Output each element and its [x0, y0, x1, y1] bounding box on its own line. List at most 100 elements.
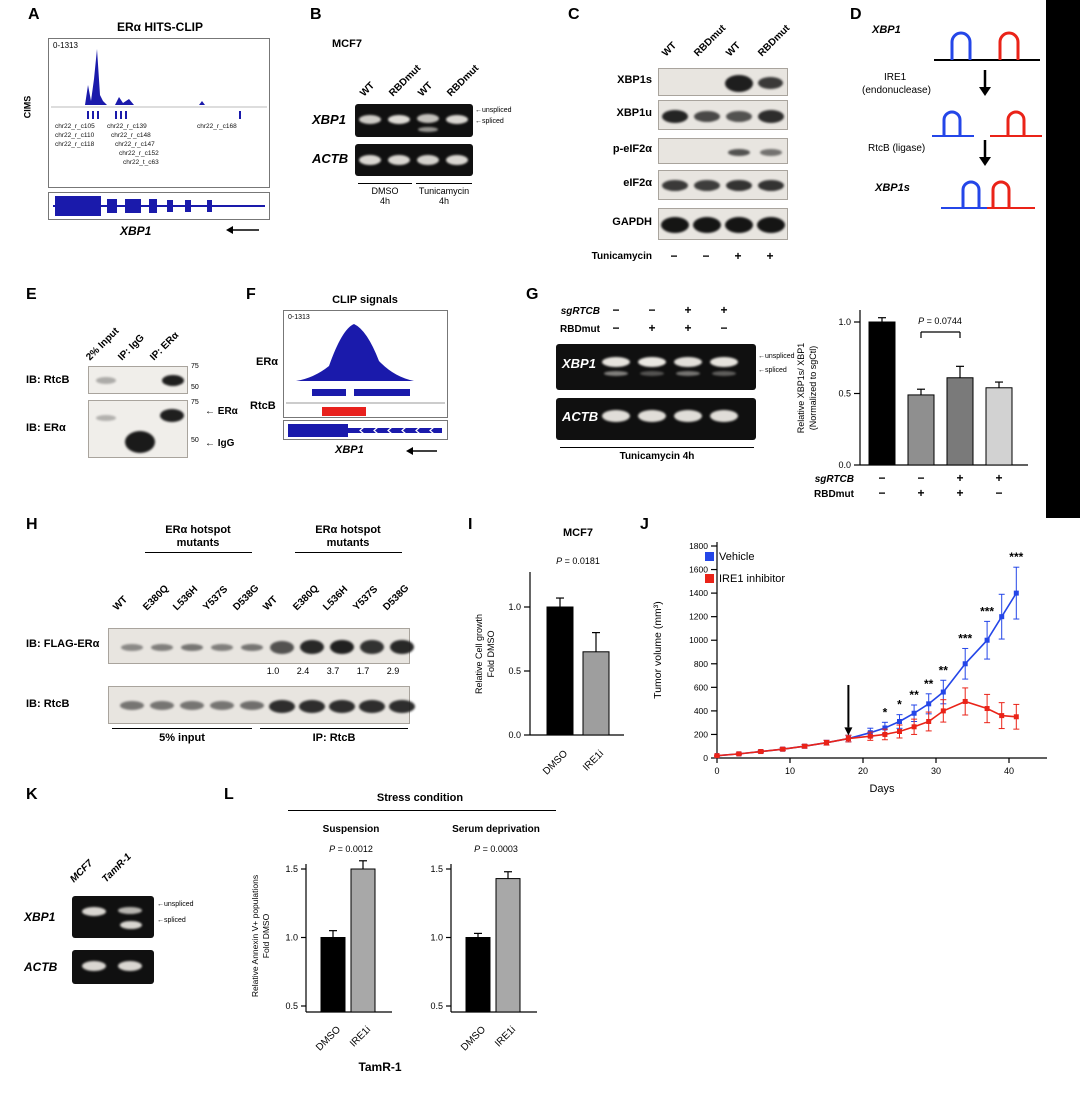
svg-text:P = 0.0003: P = 0.0003 [474, 844, 518, 854]
treatment-label: Tunicamycin [591, 251, 652, 262]
svg-text:1600: 1600 [689, 565, 708, 575]
group-title: mutants [326, 537, 370, 549]
ire1-note: (endonuclease) [862, 85, 931, 96]
spliced-arrow-label: ←spliced [758, 367, 787, 374]
sgrtcb-sign: + [684, 303, 692, 317]
lane-label: IP: IgG [116, 332, 147, 363]
hits-clip-track-box: 0-1313 chr22_r_c105 chr22_r_c110 chr22_r… [48, 38, 270, 188]
gene-model-box [283, 420, 448, 440]
rbdmut-sign: − [612, 321, 620, 335]
lane-label: L536H [321, 583, 351, 613]
svg-text:P = 0.0012: P = 0.0012 [329, 844, 373, 854]
screenshot-black-strip [1046, 0, 1080, 518]
gene-model-box [48, 192, 270, 220]
lane-label: WT [416, 80, 435, 99]
gene-label: XBP1 [120, 224, 152, 238]
panel-j-label: J [640, 516, 649, 533]
xbp1s-blot [658, 68, 788, 96]
eif2a-blot [658, 170, 788, 200]
header-line [288, 810, 556, 811]
actb-gel [556, 398, 756, 440]
svg-text:Relative XBP1s/ XBP1: Relative XBP1s/ XBP1 [796, 343, 806, 434]
clip-peaks-graphic [51, 49, 267, 119]
xbp1-gel [355, 104, 473, 137]
svg-text:IRE1i: IRE1i [348, 1024, 373, 1049]
lane-label: Y537S [351, 583, 381, 613]
era-band-arrow: ← ERα [205, 406, 238, 417]
svg-text:Vehicle: Vehicle [719, 551, 754, 563]
svg-text:+: + [956, 471, 963, 485]
svg-text:1.0: 1.0 [838, 317, 851, 327]
xbp1u-blot [658, 100, 788, 130]
lane-label: Y537S [201, 583, 231, 613]
svg-text:600: 600 [694, 682, 708, 692]
quant-value: 2.9 [386, 666, 400, 676]
track-scale: 0-1313 [53, 41, 78, 50]
rbdmut-sign: − [720, 321, 728, 335]
lane-label: RBDmut [756, 22, 793, 59]
track-label-era: ERα [256, 356, 279, 368]
condition-label: DMSO [371, 186, 399, 196]
svg-text:DMSO: DMSO [314, 1024, 343, 1053]
actb-gel [72, 950, 154, 984]
gel-row-label: ACTB [24, 960, 58, 974]
quant-value: 3.7 [326, 666, 340, 676]
svg-text:Tumor volume (mm³): Tumor volume (mm³) [652, 601, 664, 699]
lane-label: WT [111, 594, 130, 613]
svg-text:Days: Days [869, 783, 895, 795]
lane-label: E380Q [141, 583, 172, 613]
condition-label: Tunicamycin [418, 186, 470, 196]
svg-text:0.5: 0.5 [838, 389, 851, 399]
panel-i-label: I [468, 516, 473, 533]
svg-text:1200: 1200 [689, 612, 708, 622]
group-line [358, 183, 412, 184]
lane-label: 2% Input [84, 325, 122, 363]
condition-time: 4h [438, 196, 449, 206]
condition-time: 4h [379, 196, 390, 206]
group-line [416, 183, 472, 184]
treatment-sign: − [702, 249, 710, 263]
lane-label: E380Q [291, 583, 322, 613]
unspliced-arrow-label: ←unspliced [475, 107, 512, 114]
lane-label: L536H [171, 583, 201, 613]
mw-marker: 50 [191, 384, 199, 391]
svg-text:20: 20 [858, 766, 868, 776]
lane-label: WT [660, 40, 679, 59]
svg-text:0: 0 [714, 766, 719, 776]
blot-row-label: GAPDH [612, 216, 652, 228]
rtcb-blot [108, 686, 415, 724]
panel-a-label: A [28, 6, 40, 23]
svg-text:Relative Cell growth: Relative Cell growth [474, 614, 484, 694]
quant-value: 1.7 [356, 666, 370, 676]
sgrtcb-sign: − [648, 303, 656, 317]
svg-text:DMSO: DMSO [541, 748, 570, 777]
cims-site: chr22_r_c148 [111, 132, 151, 139]
svg-text:MCF7: MCF7 [563, 527, 593, 539]
p-eif2a-blot [658, 138, 788, 164]
cims-site: chr22_r_c168 [197, 123, 237, 130]
ligated-xbp1s-diagram [941, 180, 1035, 209]
blot-row-label: XBP1s [617, 74, 652, 86]
svg-text:Relative Annexin V+ population: Relative Annexin V+ populations [250, 875, 260, 997]
cell-growth-bar-chart: MCF7 P = 0.0181 Relative Cell growth Fold D… [474, 527, 624, 777]
actb-gel [355, 144, 473, 176]
cims-site: chr22_r_c147 [115, 141, 155, 148]
svg-text:+: + [995, 471, 1002, 485]
panel-a-title: ERα HITS-CLIP [116, 20, 204, 34]
group-line [112, 728, 252, 729]
svg-text:Suspension: Suspension [323, 824, 380, 835]
svg-text:IRE1i: IRE1i [581, 748, 606, 773]
track-scale: 0-1313 [288, 314, 310, 321]
gapdh-blot [658, 208, 788, 240]
svg-text:800: 800 [694, 659, 708, 669]
svg-text:−: − [917, 471, 924, 485]
treatment-sign: − [670, 249, 678, 263]
svg-text:10: 10 [785, 766, 795, 776]
treatment-sign: + [766, 249, 774, 263]
svg-text:0.0: 0.0 [838, 460, 851, 470]
panel-f-title: CLIP signals [332, 294, 398, 306]
gel-row-label: XBP1 [312, 112, 346, 127]
svg-text:1800: 1800 [689, 541, 708, 551]
sgrtcb-sign: − [612, 303, 620, 317]
